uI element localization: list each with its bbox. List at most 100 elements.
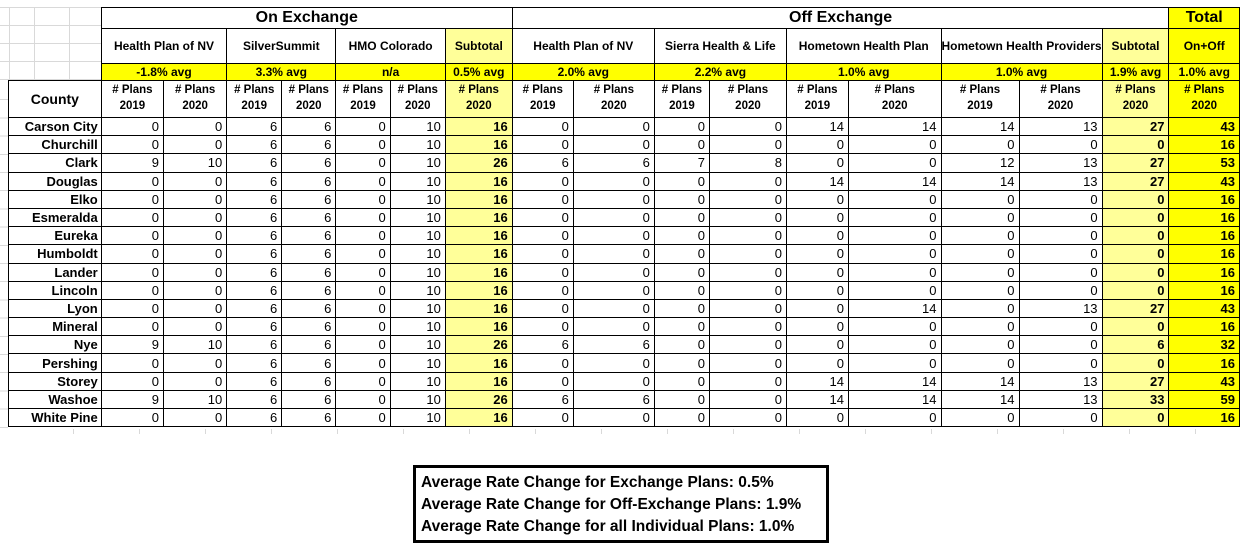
avg-cell-subtotal-on[interactable]: 0.5% avg [444,63,513,81]
plan-count-cell[interactable]: 0 [709,298,787,319]
on-exchange-header[interactable]: On Exchange [100,7,513,29]
plan-count-cell[interactable]: 0 [1018,262,1103,282]
plans-header-cell[interactable]: # Plans 2019 [226,80,283,118]
plan-count-cell[interactable]: 6 [572,153,655,173]
plan-count-cell[interactable]: 6 [572,335,655,355]
plan-count-cell[interactable]: 0 [709,262,787,282]
carrier-header-sierra[interactable]: Sierra Health & Life [653,28,787,64]
county-cell[interactable]: Carson City [8,116,102,137]
plan-count-cell[interactable]: 0 [572,353,655,373]
county-cell[interactable]: Washoe [8,389,102,410]
plan-count-cell[interactable]: 0 [335,262,391,282]
plan-count-cell[interactable]: 0 [100,135,165,155]
plan-count-cell[interactable]: 0 [511,226,574,246]
plans-header-cell[interactable]: # Plans 2020 [1101,80,1170,118]
plan-count-cell[interactable]: 0 [940,262,1020,282]
plan-count-cell[interactable]: 10 [163,389,228,410]
total-cell[interactable]: 43 [1168,298,1240,319]
plan-count-cell[interactable]: 14 [940,116,1020,137]
plan-count-cell[interactable]: 13 [1018,371,1103,391]
subtotal-off-header[interactable]: Subtotal [1101,28,1170,64]
plan-count-cell[interactable]: 13 [1018,298,1103,319]
subtotal-cell[interactable]: 0 [1101,262,1170,282]
plan-count-cell[interactable]: 0 [163,353,228,373]
plans-header-cell[interactable]: # Plans 2020 [444,80,513,118]
plan-count-cell[interactable]: 0 [335,389,391,410]
plan-count-cell[interactable]: 0 [940,244,1020,264]
plan-count-cell[interactable]: 0 [572,407,655,428]
plan-count-cell[interactable]: 0 [940,226,1020,246]
plan-count-cell[interactable]: 0 [785,135,849,155]
subtotal-cell[interactable]: 6 [1101,335,1170,355]
plan-count-cell[interactable]: 0 [100,353,165,373]
plan-count-cell[interactable]: 9 [100,389,165,410]
plan-count-cell[interactable]: 10 [389,207,446,228]
avg-cell-total[interactable]: 1.0% avg [1168,63,1240,81]
avg-cell-subtotal-off[interactable]: 1.9% avg [1101,63,1170,81]
total-cell[interactable]: 16 [1168,207,1240,228]
subtotal-cell[interactable]: 27 [1101,153,1170,173]
subtotal-cell[interactable]: 27 [1101,171,1170,191]
plan-count-cell[interactable]: 6 [281,189,337,209]
plan-count-cell[interactable]: 0 [653,207,711,228]
plan-count-cell[interactable]: 6 [281,407,337,428]
plan-count-cell[interactable]: 10 [389,371,446,391]
plan-count-cell[interactable]: 0 [511,207,574,228]
plan-count-cell[interactable]: 0 [653,135,711,155]
plan-count-cell[interactable]: 0 [709,226,787,246]
county-cell[interactable]: Nye [8,335,102,355]
plan-count-cell[interactable]: 0 [653,298,711,319]
plan-count-cell[interactable]: 6 [226,280,283,300]
plan-count-cell[interactable]: 6 [281,171,337,191]
plan-count-cell[interactable]: 6 [226,335,283,355]
plan-count-cell[interactable]: 0 [572,262,655,282]
plan-count-cell[interactable]: 0 [785,207,849,228]
plan-count-cell[interactable]: 0 [335,153,391,173]
plan-count-cell[interactable]: 14 [847,389,942,410]
plan-count-cell[interactable]: 0 [100,280,165,300]
plans-header-cell[interactable]: # Plans 2019 [511,80,574,118]
plans-header-cell[interactable]: # Plans 2019 [100,80,165,118]
plan-count-cell[interactable]: 0 [847,262,942,282]
plan-count-cell[interactable]: 0 [511,298,574,319]
plan-count-cell[interactable]: 6 [281,298,337,319]
plan-count-cell[interactable]: 10 [389,153,446,173]
plan-count-cell[interactable]: 0 [1018,353,1103,373]
total-cell[interactable]: 16 [1168,280,1240,300]
subtotal-cell[interactable]: 16 [444,298,513,319]
county-cell[interactable]: Lincoln [8,280,102,300]
plan-count-cell[interactable]: 0 [511,244,574,264]
plan-count-cell[interactable]: 10 [163,153,228,173]
plan-count-cell[interactable]: 0 [163,280,228,300]
plan-count-cell[interactable]: 10 [389,262,446,282]
carrier-header-hmo-colorado[interactable]: HMO Colorado [335,28,446,64]
county-cell[interactable]: Esmeralda [8,207,102,228]
plan-count-cell[interactable]: 6 [226,371,283,391]
plan-count-cell[interactable]: 0 [163,135,228,155]
plan-count-cell[interactable]: 14 [847,371,942,391]
plans-header-cell[interactable]: # Plans 2019 [653,80,711,118]
plan-count-cell[interactable]: 9 [100,153,165,173]
plan-count-cell[interactable]: 14 [847,171,942,191]
plan-count-cell[interactable]: 6 [572,389,655,410]
avg-cell-hmo-colorado[interactable]: n/a [335,63,446,81]
subtotal-cell[interactable]: 16 [444,262,513,282]
plan-count-cell[interactable]: 0 [709,189,787,209]
subtotal-cell[interactable]: 0 [1101,189,1170,209]
subtotal-cell[interactable]: 16 [444,244,513,264]
plans-header-cell[interactable]: # Plans 2020 [572,80,655,118]
plan-count-cell[interactable]: 6 [226,353,283,373]
plan-count-cell[interactable]: 6 [226,317,283,337]
subtotal-cell[interactable]: 26 [444,335,513,355]
plan-count-cell[interactable]: 0 [653,353,711,373]
avg-cell-sierra[interactable]: 2.2% avg [653,63,787,81]
total-cell[interactable]: 16 [1168,189,1240,209]
plan-count-cell[interactable]: 0 [1018,244,1103,264]
plan-count-cell[interactable]: 0 [940,207,1020,228]
plan-count-cell[interactable]: 0 [511,371,574,391]
plan-count-cell[interactable]: 0 [572,298,655,319]
plan-count-cell[interactable]: 0 [1018,280,1103,300]
plan-count-cell[interactable]: 0 [335,116,391,137]
plan-count-cell[interactable]: 0 [709,407,787,428]
total-cell[interactable]: 16 [1168,262,1240,282]
